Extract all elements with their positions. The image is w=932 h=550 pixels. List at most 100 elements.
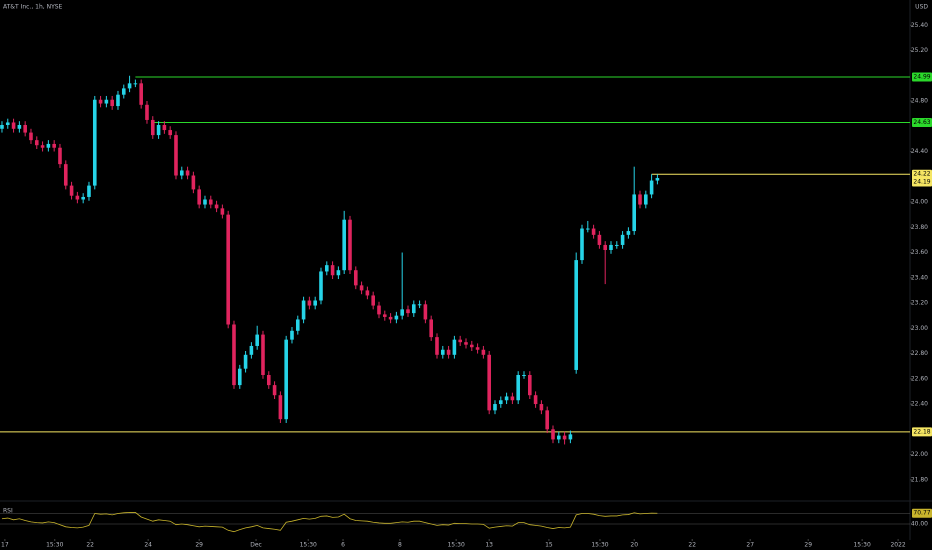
x-tick-label: 20 bbox=[630, 542, 638, 549]
candle-body bbox=[481, 349, 486, 355]
candle-body bbox=[290, 330, 294, 340]
y-tick-label: 23.60 bbox=[911, 249, 928, 256]
candle-body bbox=[614, 244, 619, 246]
candle-body bbox=[603, 244, 607, 250]
candle-body bbox=[417, 304, 422, 306]
candle-body bbox=[516, 375, 520, 401]
candle-body bbox=[580, 228, 584, 261]
y-tick-label: 22.80 bbox=[911, 350, 928, 357]
level-label: 24.63 bbox=[913, 119, 930, 126]
candle-body bbox=[58, 147, 62, 165]
y-tick-label: 24.00 bbox=[911, 199, 928, 206]
candle-body bbox=[185, 170, 190, 176]
candle-body bbox=[75, 195, 80, 200]
candle-body bbox=[458, 339, 462, 343]
candle-body bbox=[191, 175, 196, 190]
candle-body bbox=[388, 316, 393, 320]
candle-body bbox=[620, 234, 625, 245]
candle-body bbox=[87, 185, 91, 197]
candle-body bbox=[63, 164, 68, 186]
x-tick-label: 13 bbox=[485, 542, 493, 549]
last-price-label: 24.19 bbox=[913, 179, 930, 186]
x-tick-label: 15:30 bbox=[591, 542, 608, 549]
x-tick-label: 15:30 bbox=[853, 542, 870, 549]
candle-body bbox=[116, 94, 120, 107]
level-label-box bbox=[912, 72, 932, 82]
rsi-tick-label: 40.00 bbox=[911, 521, 928, 528]
candle-body bbox=[313, 300, 317, 306]
x-tick-label: 22 bbox=[86, 542, 94, 549]
candle-body bbox=[371, 295, 375, 306]
candle-body bbox=[551, 429, 555, 440]
candle-body bbox=[110, 99, 114, 107]
x-tick-label: 15:30 bbox=[46, 542, 63, 549]
candle-body bbox=[585, 228, 590, 230]
candle-body bbox=[406, 309, 410, 314]
candle-body bbox=[232, 324, 236, 386]
candle-body bbox=[249, 345, 254, 355]
rsi-line bbox=[1, 512, 658, 533]
candle-body bbox=[46, 143, 51, 148]
level-label: 22.18 bbox=[913, 428, 930, 435]
candle-body bbox=[342, 219, 346, 271]
candle-body bbox=[510, 396, 515, 401]
x-tick-label: Dec bbox=[250, 542, 262, 549]
candle-body bbox=[597, 234, 602, 245]
candle-body bbox=[632, 194, 636, 232]
level-label-box bbox=[912, 427, 932, 437]
candle-body bbox=[52, 143, 56, 148]
candle-body bbox=[121, 88, 126, 95]
x-tick-label: 8 bbox=[398, 542, 402, 549]
candle-body bbox=[649, 180, 654, 195]
candle-body bbox=[377, 305, 381, 315]
candle-body bbox=[139, 83, 143, 105]
candle-body bbox=[92, 99, 97, 186]
candle-body bbox=[452, 339, 457, 355]
candle-body bbox=[40, 145, 45, 148]
candle-body bbox=[203, 199, 207, 205]
y-tick-label: 25.40 bbox=[911, 22, 928, 29]
candle-body bbox=[69, 185, 74, 196]
candle-body bbox=[359, 285, 364, 291]
candle-body bbox=[330, 265, 335, 276]
last-price-label-box bbox=[912, 177, 932, 187]
x-tick-label: 15 bbox=[545, 542, 553, 549]
candle-body bbox=[365, 290, 370, 296]
x-tick-label: 29 bbox=[195, 542, 203, 549]
candle-body bbox=[522, 375, 526, 376]
candle-body bbox=[174, 135, 178, 176]
candle-body bbox=[493, 404, 497, 411]
candle-body bbox=[527, 375, 532, 396]
x-tick-label: 2022 bbox=[890, 542, 905, 549]
candle-body bbox=[127, 83, 132, 89]
candle-body bbox=[348, 219, 352, 271]
candle-body bbox=[336, 270, 341, 276]
y-tick-label: 23.00 bbox=[911, 325, 928, 332]
candle-body bbox=[324, 265, 329, 272]
rsi-last-label: 70.77 bbox=[913, 510, 930, 517]
candle-body bbox=[475, 347, 480, 350]
y-tick-label: 22.40 bbox=[911, 401, 928, 408]
candle-body bbox=[261, 334, 265, 375]
candle-body bbox=[533, 395, 538, 405]
x-tick-label: 17 bbox=[1, 542, 9, 549]
x-tick-label: 24 bbox=[144, 542, 152, 549]
candle-body bbox=[411, 304, 416, 314]
candle-body bbox=[162, 125, 167, 131]
candle-body bbox=[655, 178, 660, 181]
candle-body bbox=[400, 309, 404, 316]
candle-body bbox=[243, 354, 248, 369]
candle-body bbox=[197, 189, 201, 205]
candle-body bbox=[284, 339, 288, 420]
x-tick-label: 22 bbox=[688, 542, 696, 549]
candle-body bbox=[562, 435, 567, 440]
candle-body bbox=[81, 196, 85, 200]
candle-body bbox=[272, 385, 277, 396]
candle-body bbox=[220, 208, 225, 215]
chart-title: AT&T Inc., 1h, NYSE bbox=[3, 4, 63, 11]
candle-body bbox=[504, 396, 509, 401]
y-tick-label: 22.60 bbox=[911, 375, 928, 382]
candle-body bbox=[440, 349, 445, 355]
y-tick-label: 25.20 bbox=[911, 47, 928, 54]
